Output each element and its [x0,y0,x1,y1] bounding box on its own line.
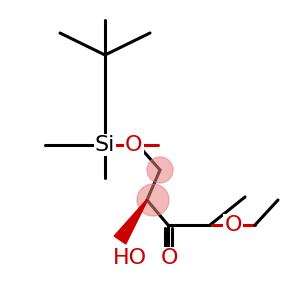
Circle shape [147,157,173,183]
Text: Si: Si [95,135,115,155]
Circle shape [137,184,169,216]
Text: O: O [125,135,143,155]
Text: O: O [224,215,242,235]
Polygon shape [114,200,147,244]
Text: O: O [161,248,179,268]
Text: HO: HO [113,248,147,268]
